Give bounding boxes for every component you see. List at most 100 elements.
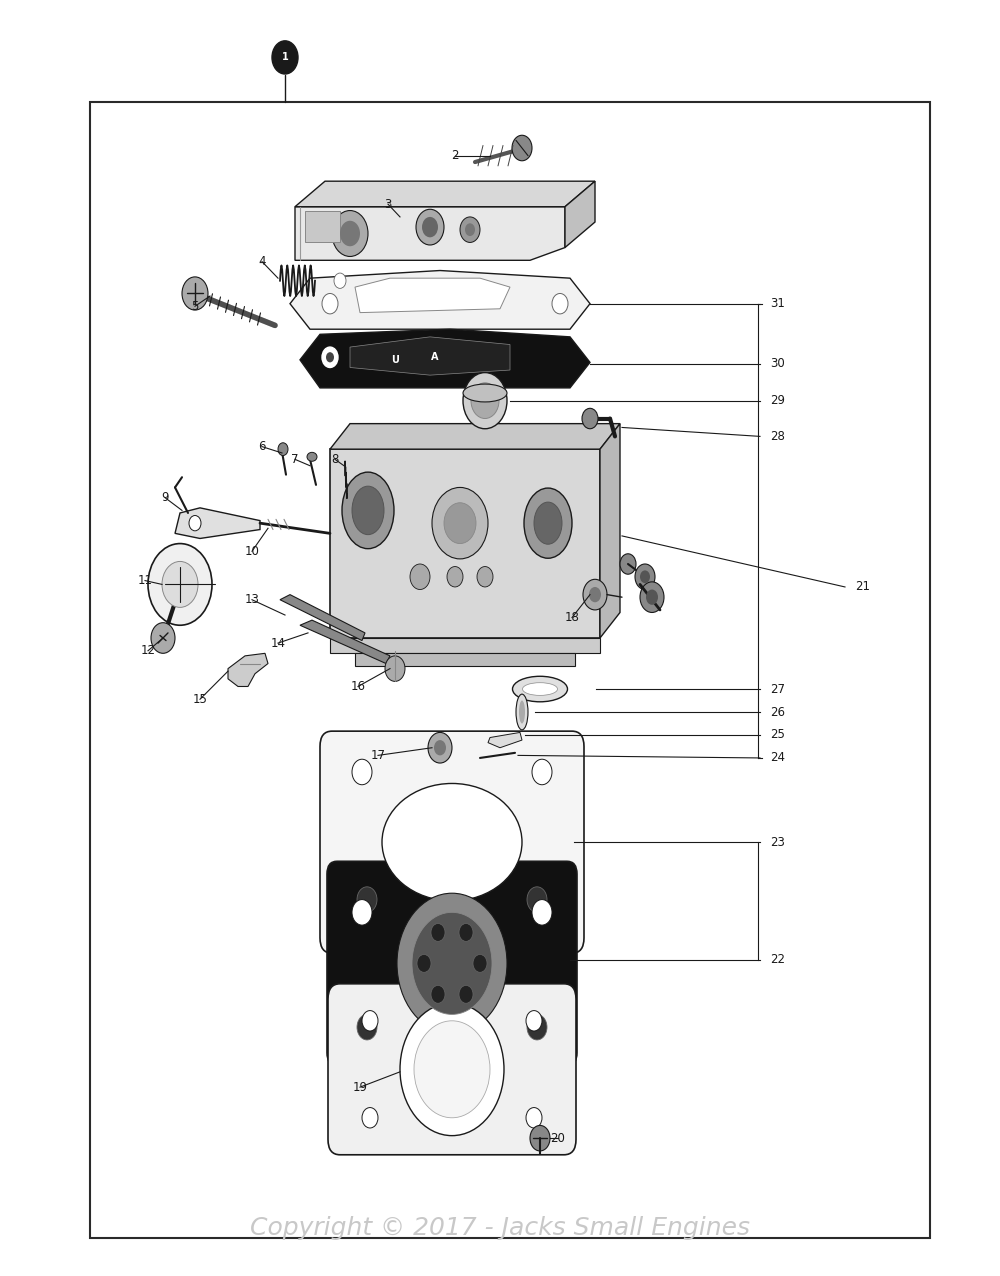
Circle shape: [189, 516, 201, 531]
Circle shape: [646, 590, 658, 605]
Polygon shape: [565, 181, 595, 248]
Circle shape: [272, 41, 298, 74]
Text: A: A: [431, 352, 439, 362]
Circle shape: [432, 487, 488, 559]
Polygon shape: [300, 329, 590, 388]
Circle shape: [431, 924, 445, 942]
Circle shape: [635, 564, 655, 590]
Text: 16: 16: [351, 680, 366, 693]
Circle shape: [428, 732, 452, 763]
Circle shape: [530, 1125, 550, 1151]
Polygon shape: [228, 653, 268, 686]
Text: 4: 4: [258, 255, 266, 268]
Circle shape: [352, 900, 372, 925]
Ellipse shape: [307, 453, 317, 462]
Circle shape: [416, 209, 444, 245]
Circle shape: [385, 656, 405, 681]
Circle shape: [582, 408, 598, 429]
Ellipse shape: [516, 694, 528, 730]
Polygon shape: [330, 638, 600, 653]
Ellipse shape: [524, 489, 572, 559]
Circle shape: [473, 954, 487, 972]
Circle shape: [362, 1108, 378, 1128]
Text: 26: 26: [770, 706, 785, 718]
Circle shape: [326, 352, 334, 362]
Text: 5: 5: [191, 300, 199, 313]
Circle shape: [148, 544, 212, 625]
Ellipse shape: [463, 384, 507, 402]
Circle shape: [410, 564, 430, 590]
Circle shape: [278, 443, 288, 456]
Text: 21: 21: [855, 581, 870, 593]
Text: 6: 6: [258, 440, 266, 453]
Text: 9: 9: [161, 491, 169, 504]
Text: 12: 12: [140, 644, 156, 657]
Circle shape: [434, 740, 446, 755]
FancyBboxPatch shape: [320, 731, 584, 953]
Text: 28: 28: [770, 430, 785, 443]
Text: 10: 10: [245, 545, 259, 558]
Polygon shape: [300, 620, 390, 664]
Polygon shape: [488, 732, 522, 748]
FancyBboxPatch shape: [327, 861, 577, 1065]
Circle shape: [532, 900, 552, 925]
Circle shape: [512, 135, 532, 161]
Circle shape: [459, 985, 473, 1003]
Text: 8: 8: [331, 453, 339, 466]
Circle shape: [471, 383, 499, 419]
Circle shape: [640, 582, 664, 612]
Circle shape: [589, 587, 601, 602]
Circle shape: [459, 924, 473, 942]
Ellipse shape: [519, 701, 525, 723]
Text: 27: 27: [770, 683, 785, 695]
Circle shape: [526, 1108, 542, 1128]
Polygon shape: [330, 449, 600, 638]
Circle shape: [340, 221, 360, 246]
Text: 20: 20: [551, 1132, 565, 1145]
Text: 18: 18: [565, 611, 579, 624]
Ellipse shape: [522, 683, 558, 695]
Polygon shape: [305, 211, 340, 242]
Text: 24: 24: [770, 752, 785, 764]
Polygon shape: [280, 595, 365, 641]
Text: 30: 30: [770, 357, 785, 370]
FancyBboxPatch shape: [328, 984, 576, 1155]
Circle shape: [640, 570, 650, 583]
Text: 22: 22: [770, 953, 785, 966]
Circle shape: [477, 567, 493, 587]
Circle shape: [322, 293, 338, 314]
Circle shape: [620, 554, 636, 574]
Circle shape: [527, 887, 547, 912]
Circle shape: [397, 893, 507, 1034]
Text: 7: 7: [291, 453, 299, 466]
Text: 19: 19: [352, 1081, 368, 1094]
Text: 2: 2: [451, 149, 459, 162]
Bar: [90, 102, 930, 1238]
Polygon shape: [175, 508, 260, 538]
Text: 1: 1: [282, 52, 288, 63]
Circle shape: [400, 1003, 504, 1136]
Ellipse shape: [512, 676, 568, 702]
Text: 31: 31: [770, 297, 785, 310]
Circle shape: [417, 954, 431, 972]
Text: 23: 23: [770, 836, 785, 849]
Circle shape: [182, 277, 208, 310]
Polygon shape: [290, 271, 590, 329]
Circle shape: [362, 1011, 378, 1031]
Circle shape: [532, 759, 552, 785]
Polygon shape: [295, 181, 595, 207]
Text: 25: 25: [770, 729, 785, 741]
Text: U: U: [391, 355, 399, 365]
Text: 3: 3: [384, 198, 392, 211]
Polygon shape: [600, 424, 620, 638]
Text: 15: 15: [193, 693, 207, 706]
Ellipse shape: [352, 486, 384, 535]
Circle shape: [414, 1021, 490, 1118]
Circle shape: [465, 223, 475, 236]
Text: 17: 17: [370, 749, 386, 762]
Circle shape: [431, 985, 445, 1003]
Circle shape: [552, 293, 568, 314]
Circle shape: [583, 579, 607, 610]
Circle shape: [352, 759, 372, 785]
Polygon shape: [355, 278, 510, 313]
